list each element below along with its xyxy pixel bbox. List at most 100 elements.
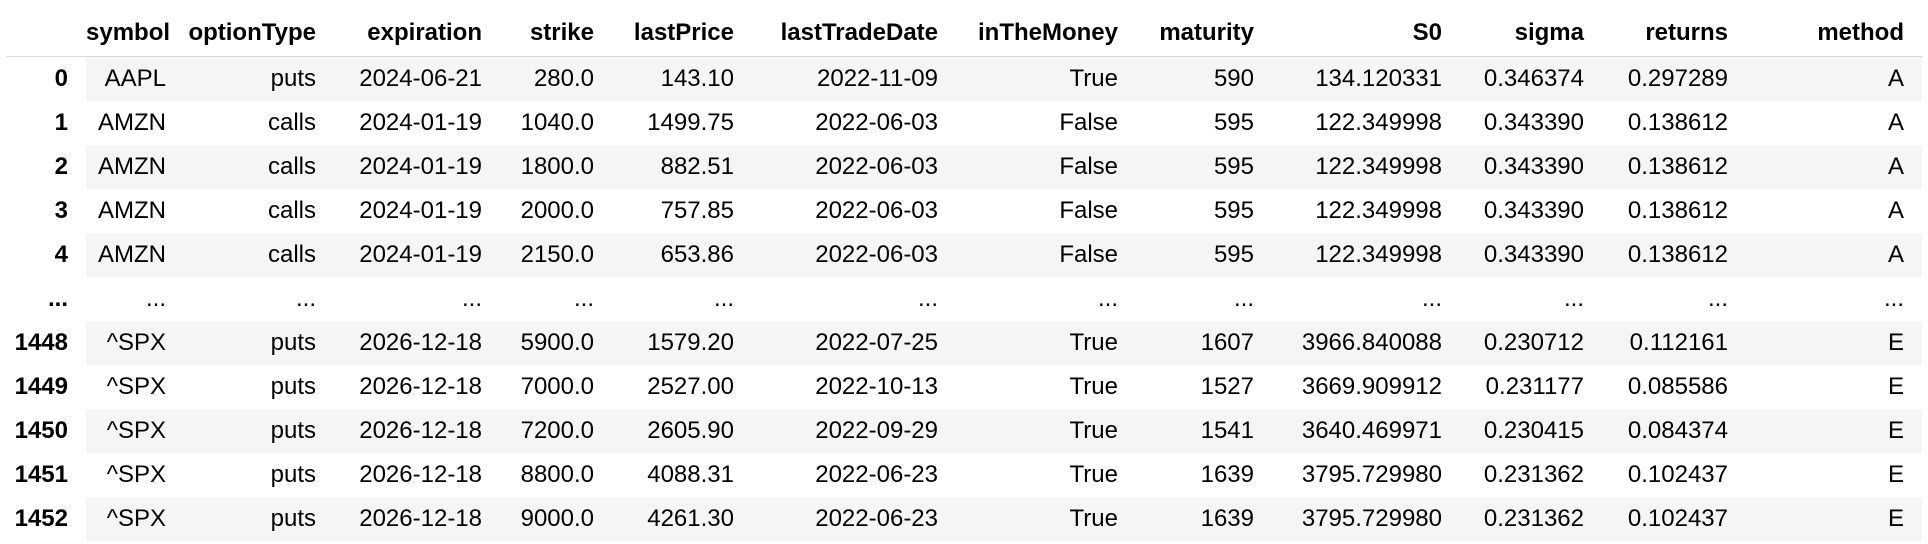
table-cell: 0.112161 <box>1602 321 1746 365</box>
table-cell: 0.085586 <box>1602 365 1746 409</box>
table-row: 3 AMZN calls 2024-01-19 2000.0 757.85 2022-06-… <box>6 189 1922 233</box>
table-cell: 1607 <box>1136 321 1272 365</box>
dataframe-table: symbol optionType expiration strike lastPric… <box>6 10 1922 541</box>
table-cell: 8800.0 <box>500 453 612 497</box>
column-header: optionType <box>184 10 334 57</box>
table-cell: False <box>956 145 1136 189</box>
table-cell: AAPL <box>86 56 184 101</box>
table-cell: A <box>1746 56 1922 101</box>
table-cell: 0.346374 <box>1460 56 1602 101</box>
table-cell: ... <box>184 277 334 321</box>
column-header: sigma <box>1460 10 1602 57</box>
table-cell: ... <box>334 277 500 321</box>
table-cell: calls <box>184 145 334 189</box>
table-cell: AMZN <box>86 189 184 233</box>
table-cell: ... <box>612 277 752 321</box>
table-cell: 2026-12-18 <box>334 409 500 453</box>
row-index: 1449 <box>14 373 68 400</box>
table-cell: 2022-09-29 <box>752 409 956 453</box>
table-cell: 1499.75 <box>612 101 752 145</box>
table-cell: 2527.00 <box>612 365 752 409</box>
table-cell: 7200.0 <box>500 409 612 453</box>
table-row: 1448 ^SPX puts 2026-12-18 5900.0 1579.20 2022-… <box>6 321 1922 365</box>
table-cell: 9000.0 <box>500 497 612 541</box>
table-cell: 1639 <box>1136 453 1272 497</box>
table-cell: 2024-01-19 <box>334 101 500 145</box>
table-cell: 757.85 <box>612 189 752 233</box>
table-cell: A <box>1746 101 1922 145</box>
table-cell: ... <box>1746 277 1922 321</box>
table-cell: 2022-06-03 <box>752 189 956 233</box>
table-cell: 2022-06-03 <box>752 145 956 189</box>
table-cell: 0.230712 <box>1460 321 1602 365</box>
table-cell: 2000.0 <box>500 189 612 233</box>
table-cell: 2605.90 <box>612 409 752 453</box>
table-cell: 595 <box>1136 145 1272 189</box>
table-cell: 7000.0 <box>500 365 612 409</box>
table-cell: puts <box>184 365 334 409</box>
column-header: method <box>1746 10 1922 57</box>
table-row: 1449 ^SPX puts 2026-12-18 7000.0 2527.00 2022-… <box>6 365 1922 409</box>
row-index: 1451 <box>14 461 68 488</box>
dataframe-output: symbol optionType expiration strike lastPric… <box>6 10 1922 541</box>
table-cell: 0.231362 <box>1460 453 1602 497</box>
table-cell: E <box>1746 409 1922 453</box>
table-cell: ... <box>1136 277 1272 321</box>
table-cell: A <box>1746 233 1922 277</box>
table-cell: 0.231177 <box>1460 365 1602 409</box>
table-cell: 653.86 <box>612 233 752 277</box>
table-cell: 0.138612 <box>1602 233 1746 277</box>
column-header: lastTradeDate <box>752 10 956 57</box>
table-row: 4 AMZN calls 2024-01-19 2150.0 653.86 2022-06-… <box>6 233 1922 277</box>
table-cell: 0.138612 <box>1602 101 1746 145</box>
table-cell: 882.51 <box>612 145 752 189</box>
table-cell: 0.138612 <box>1602 189 1746 233</box>
table-cell: 2026-12-18 <box>334 453 500 497</box>
column-header: strike <box>500 10 612 57</box>
table-row: 2 AMZN calls 2024-01-19 1800.0 882.51 2022-06-… <box>6 145 1922 189</box>
table-cell: ... <box>1460 277 1602 321</box>
table-cell: ... <box>1602 277 1746 321</box>
table-cell: 1639 <box>1136 497 1272 541</box>
table-cell: 122.349998 <box>1272 101 1460 145</box>
table-cell: 2026-12-18 <box>334 497 500 541</box>
table-cell: A <box>1746 189 1922 233</box>
table-cell: puts <box>184 56 334 101</box>
table-cell: 3795.729980 <box>1272 497 1460 541</box>
table-cell: 1800.0 <box>500 145 612 189</box>
table-cell: 134.120331 <box>1272 56 1460 101</box>
table-cell: AMZN <box>86 145 184 189</box>
table-row: 1450 ^SPX puts 2026-12-18 7200.0 2605.90 2022-… <box>6 409 1922 453</box>
table-cell: calls <box>184 233 334 277</box>
table-cell: 0.231362 <box>1460 497 1602 541</box>
column-header: returns <box>1602 10 1746 57</box>
row-index: 1450 <box>14 417 68 444</box>
table-cell: 0.102437 <box>1602 497 1746 541</box>
row-index: 2 <box>54 153 68 180</box>
table-cell: 280.0 <box>500 56 612 101</box>
table-cell: 0.343390 <box>1460 101 1602 145</box>
table-cell: 2022-07-25 <box>752 321 956 365</box>
table-cell: 2150.0 <box>500 233 612 277</box>
table-row: 1 AMZN calls 2024-01-19 1040.0 1499.75 2022-06… <box>6 101 1922 145</box>
table-cell: 1527 <box>1136 365 1272 409</box>
table-cell: ... <box>500 277 612 321</box>
table-cell: 2026-12-18 <box>334 321 500 365</box>
table-cell: ^SPX <box>86 497 184 541</box>
table-cell: 0.138612 <box>1602 145 1746 189</box>
row-index: ... <box>47 285 68 312</box>
column-header: expiration <box>334 10 500 57</box>
table-cell: True <box>956 365 1136 409</box>
table-cell: True <box>956 497 1136 541</box>
row-index: 3 <box>54 197 68 224</box>
table-cell: puts <box>184 321 334 365</box>
table-cell: 1579.20 <box>612 321 752 365</box>
table-cell: 5900.0 <box>500 321 612 365</box>
table-cell: 595 <box>1136 233 1272 277</box>
table-cell: ... <box>956 277 1136 321</box>
table-cell: 2022-06-23 <box>752 497 956 541</box>
column-header: inTheMoney <box>956 10 1136 57</box>
table-cell: True <box>956 453 1136 497</box>
table-cell: 122.349998 <box>1272 145 1460 189</box>
table-cell: False <box>956 233 1136 277</box>
